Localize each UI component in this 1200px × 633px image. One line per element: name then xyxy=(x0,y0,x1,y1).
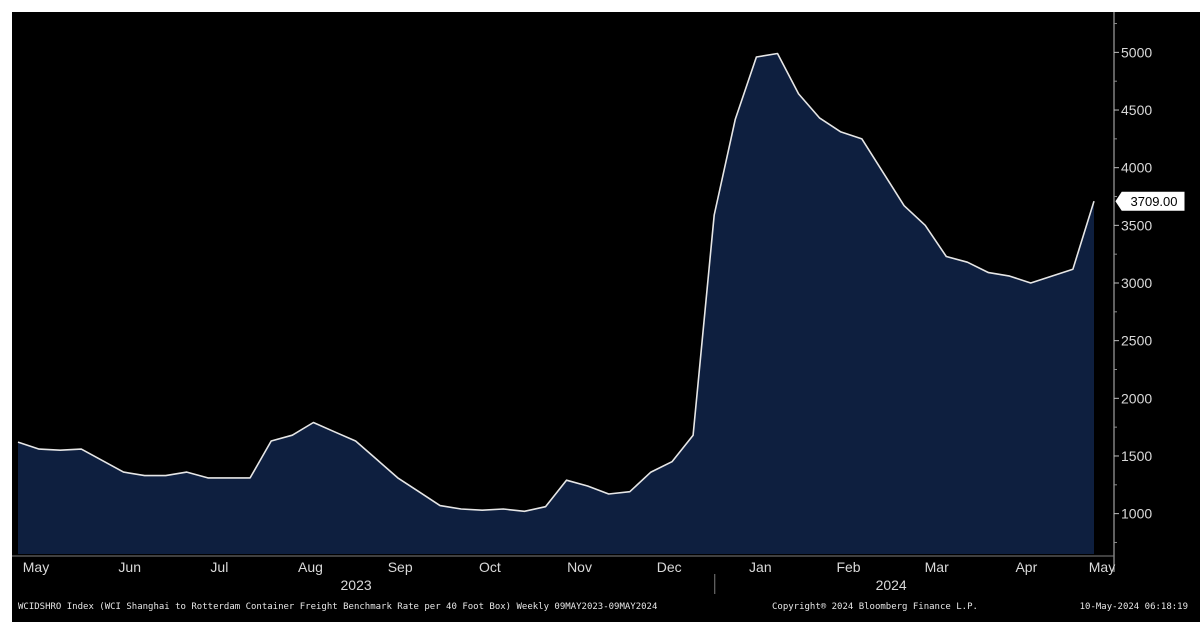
y-tick-label: 5000 xyxy=(1121,44,1152,60)
y-axis: 1000 1500 2000 2500 3000 3500 4000 4500 5000 xyxy=(1113,12,1152,572)
last-value-label: 3709.00 xyxy=(1131,194,1178,209)
x-axis: May Jun Jul Aug Sep Oct Nov Dec Jan Feb Mar Apr May 2… xyxy=(12,555,1115,594)
footer: WCIDSHRO Index (WCI Shanghai to Rotterda… xyxy=(18,602,1188,612)
y-tick-label: 2000 xyxy=(1121,390,1152,406)
x-month-label: Nov xyxy=(567,559,592,575)
x-year-label: 2023 xyxy=(341,577,372,593)
y-tick-label: 3500 xyxy=(1121,217,1152,233)
footer-timestamp: 10-May-2024 06:18:19 xyxy=(1080,602,1188,612)
x-year-label: 2024 xyxy=(876,577,907,593)
series-area xyxy=(18,53,1094,554)
plot-area xyxy=(17,52,1095,554)
x-month-label: Apr xyxy=(1015,559,1037,575)
last-value-box xyxy=(1115,191,1185,211)
y-tick-label: 3000 xyxy=(1121,275,1152,291)
x-month-label: Jun xyxy=(118,559,141,575)
x-month-label: Sep xyxy=(388,559,413,575)
x-month-label: Feb xyxy=(836,559,860,575)
x-month-label: Jul xyxy=(210,559,228,575)
freight-rate-chart: 1000 1500 2000 2500 3000 3500 4000 4500 5000 May… xyxy=(12,12,1188,612)
x-month-label: Mar xyxy=(925,559,949,575)
x-month-label: Jan xyxy=(749,559,772,575)
x-month-label: Aug xyxy=(298,559,323,575)
x-month-label: May xyxy=(1089,559,1115,575)
series-line xyxy=(17,52,1095,513)
footer-copyright: Copyright® 2024 Bloomberg Finance L.P. xyxy=(772,602,978,612)
y-tick-label: 4000 xyxy=(1121,160,1152,176)
y-tick-label: 4500 xyxy=(1121,102,1152,118)
footer-description: WCIDSHRO Index (WCI Shanghai to Rotterda… xyxy=(18,602,657,612)
y-tick-label: 1500 xyxy=(1121,448,1152,464)
x-month-label: Oct xyxy=(479,559,501,575)
y-tick-label: 2500 xyxy=(1121,333,1152,349)
y-tick-label: 1000 xyxy=(1121,506,1152,522)
x-month-label: May xyxy=(23,559,49,575)
last-value-marker: 3709.00 xyxy=(1115,191,1185,211)
x-month-label: Dec xyxy=(657,559,682,575)
chart-panel: 1000 1500 2000 2500 3000 3500 4000 4500 5000 May… xyxy=(12,12,1200,622)
